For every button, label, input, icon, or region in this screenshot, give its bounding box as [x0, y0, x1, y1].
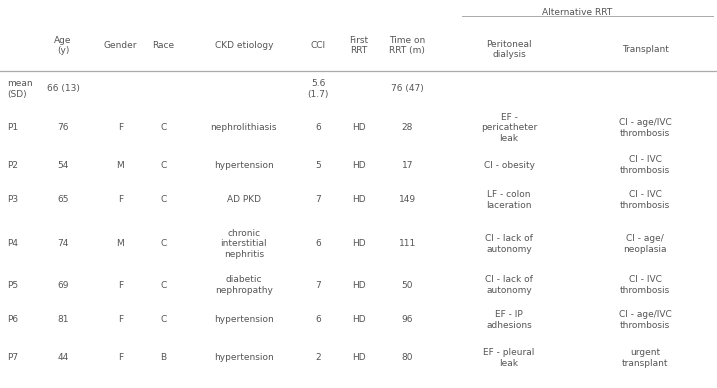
Text: 76 (47): 76 (47) [391, 85, 424, 94]
Text: Race: Race [153, 41, 174, 50]
Text: HD: HD [351, 123, 366, 132]
Text: EF -
pericatheter
leak: EF - pericatheter leak [481, 113, 537, 143]
Text: AD PKD: AD PKD [227, 196, 261, 204]
Text: 6: 6 [315, 315, 321, 324]
Text: F: F [118, 353, 123, 362]
Text: M: M [117, 239, 124, 248]
Text: 2: 2 [315, 353, 321, 362]
Text: HD: HD [351, 161, 366, 170]
Text: CI - age/IVC
thrombosis: CI - age/IVC thrombosis [619, 310, 672, 330]
Text: 74: 74 [57, 239, 69, 248]
Text: 81: 81 [57, 315, 69, 324]
Text: P6: P6 [7, 315, 19, 324]
Text: diabetic
nephropathy: diabetic nephropathy [215, 275, 272, 295]
Text: Gender: Gender [104, 41, 137, 50]
Text: nephrolithiasis: nephrolithiasis [211, 123, 277, 132]
Text: CI - IVC
thrombosis: CI - IVC thrombosis [620, 155, 670, 175]
Text: 96: 96 [402, 315, 413, 324]
Text: 66 (13): 66 (13) [47, 85, 80, 94]
Text: HD: HD [351, 196, 366, 204]
Text: 28: 28 [402, 123, 413, 132]
Text: CI - IVC
thrombosis: CI - IVC thrombosis [620, 190, 670, 210]
Text: C: C [161, 161, 166, 170]
Text: LF - colon
laceration: LF - colon laceration [486, 190, 532, 210]
Text: hypertension: hypertension [214, 353, 274, 362]
Text: 5: 5 [315, 161, 321, 170]
Text: P3: P3 [7, 196, 19, 204]
Text: urgent
transplant: urgent transplant [622, 348, 668, 368]
Text: C: C [161, 281, 166, 289]
Text: 76: 76 [57, 123, 69, 132]
Text: M: M [117, 161, 124, 170]
Text: CI - age/IVC
thrombosis: CI - age/IVC thrombosis [619, 118, 672, 138]
Text: 149: 149 [399, 196, 416, 204]
Text: C: C [161, 196, 166, 204]
Text: EF - IP
adhesions: EF - IP adhesions [486, 310, 532, 330]
Text: F: F [118, 123, 123, 132]
Text: CI - lack of
autonomy: CI - lack of autonomy [485, 275, 533, 295]
Text: EF - pleural
leak: EF - pleural leak [483, 348, 535, 368]
Text: 5.6
(1.7): 5.6 (1.7) [308, 79, 329, 99]
Text: HD: HD [351, 353, 366, 362]
Text: P5: P5 [7, 281, 19, 289]
Text: P2: P2 [7, 161, 18, 170]
Text: HD: HD [351, 315, 366, 324]
Text: F: F [118, 281, 123, 289]
Text: HD: HD [351, 281, 366, 289]
Text: 65: 65 [57, 196, 69, 204]
Text: Alternative RRT: Alternative RRT [542, 8, 612, 17]
Text: B: B [161, 353, 166, 362]
Text: 80: 80 [402, 353, 413, 362]
Text: C: C [161, 315, 166, 324]
Text: HD: HD [351, 239, 366, 248]
Text: 54: 54 [57, 161, 69, 170]
Text: chronic
interstitial
nephritis: chronic interstitial nephritis [220, 229, 267, 259]
Text: F: F [118, 315, 123, 324]
Text: 50: 50 [402, 281, 413, 289]
Text: P7: P7 [7, 353, 19, 362]
Text: P4: P4 [7, 239, 18, 248]
Text: 6: 6 [315, 123, 321, 132]
Text: First
RRT: First RRT [349, 36, 368, 55]
Text: Transplant: Transplant [622, 45, 669, 54]
Text: C: C [161, 123, 166, 132]
Text: CI - lack of
autonomy: CI - lack of autonomy [485, 234, 533, 254]
Text: mean
(SD): mean (SD) [7, 79, 33, 99]
Text: hypertension: hypertension [214, 315, 274, 324]
Text: 7: 7 [315, 281, 321, 289]
Text: CCI: CCI [310, 41, 326, 50]
Text: 69: 69 [57, 281, 69, 289]
Text: F: F [118, 196, 123, 204]
Text: hypertension: hypertension [214, 161, 274, 170]
Text: Age
(y): Age (y) [54, 36, 72, 55]
Text: 44: 44 [57, 353, 69, 362]
Text: CI - IVC
thrombosis: CI - IVC thrombosis [620, 275, 670, 295]
Text: Peritoneal
dialysis: Peritoneal dialysis [486, 40, 532, 59]
Text: CKD etiology: CKD etiology [214, 41, 273, 50]
Text: 6: 6 [315, 239, 321, 248]
Text: 17: 17 [402, 161, 413, 170]
Text: 7: 7 [315, 196, 321, 204]
Text: CI - obesity: CI - obesity [483, 161, 535, 170]
Text: C: C [161, 239, 166, 248]
Text: 111: 111 [399, 239, 416, 248]
Text: P1: P1 [7, 123, 19, 132]
Text: CI - age/
neoplasia: CI - age/ neoplasia [624, 234, 667, 254]
Text: Time on
RRT (m): Time on RRT (m) [389, 36, 425, 55]
